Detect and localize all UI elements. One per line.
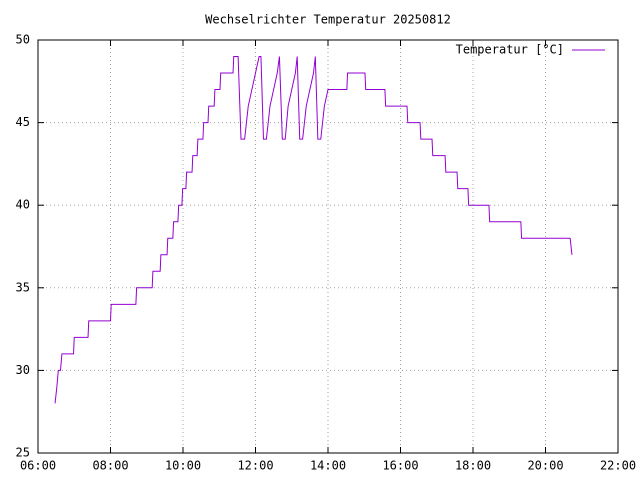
y-tick-label: 25 [16, 446, 30, 460]
legend-label: Temperatur [°C] [456, 43, 564, 57]
y-tick-label: 30 [16, 363, 30, 377]
x-tick-label: 18:00 [455, 459, 491, 473]
chart-title: Wechselrichter Temperatur 20250812 [205, 13, 451, 27]
x-tick-label: 12:00 [237, 459, 273, 473]
x-tick-label: 20:00 [527, 459, 563, 473]
x-tick-label: 22:00 [600, 459, 636, 473]
x-tick-label: 14:00 [310, 459, 346, 473]
plot-frame [37, 39, 619, 454]
y-tick-label: 50 [16, 33, 30, 47]
x-tick-label: 10:00 [165, 459, 201, 473]
data-line [54, 56, 573, 404]
y-tick-label: 40 [16, 198, 30, 212]
y-tick-label: 35 [16, 280, 30, 294]
x-tick-label: 16:00 [382, 459, 418, 473]
y-tick-label: 45 [16, 115, 30, 129]
x-tick-label: 06:00 [20, 459, 56, 473]
x-tick-label: 08:00 [92, 459, 128, 473]
